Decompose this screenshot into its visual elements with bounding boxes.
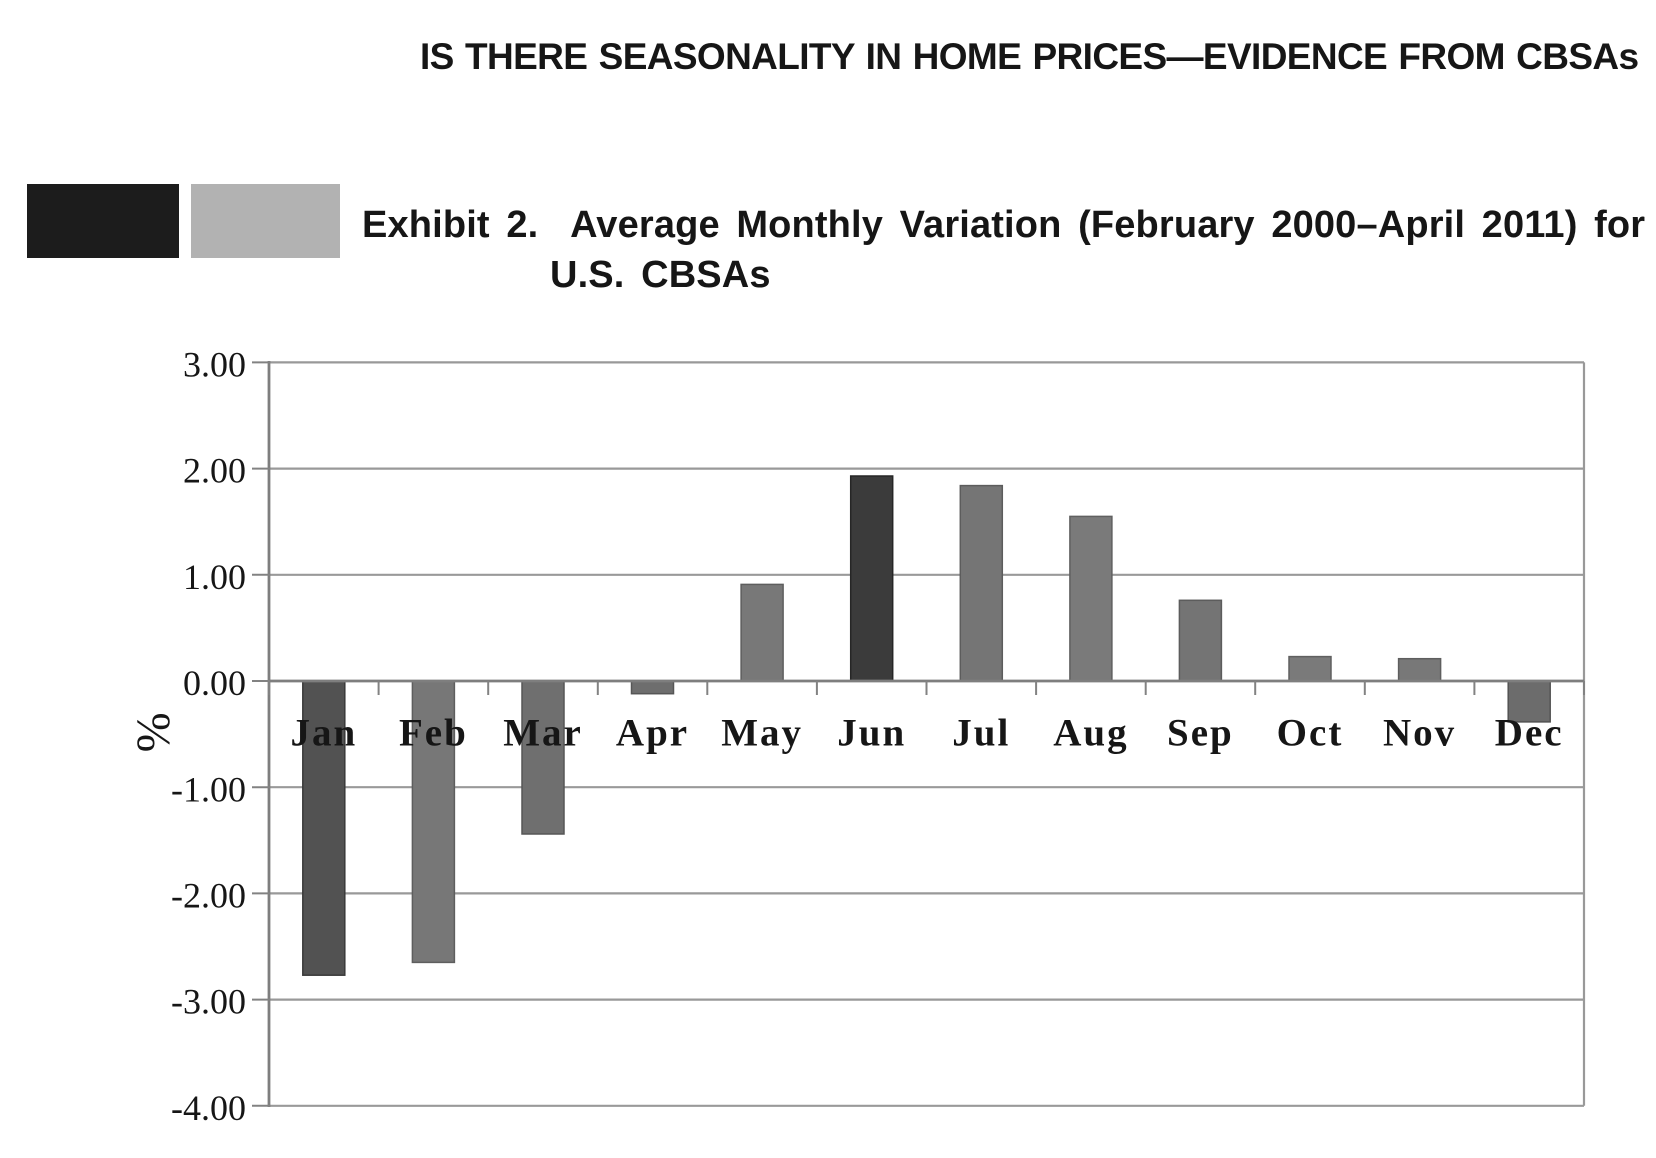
svg-text:-2.00: -2.00 (171, 876, 246, 916)
svg-text:Feb: Feb (399, 712, 468, 755)
svg-text:Aug: Aug (1053, 712, 1128, 755)
svg-text:Apr: Apr (616, 712, 689, 755)
svg-text:May: May (721, 712, 803, 755)
svg-text:-1.00: -1.00 (171, 769, 246, 809)
svg-text:Jun: Jun (837, 712, 906, 755)
svg-text:0.00: 0.00 (183, 663, 246, 703)
svg-text:Dec: Dec (1495, 712, 1564, 755)
svg-text:Nov: Nov (1383, 712, 1456, 755)
svg-text:Oct: Oct (1277, 712, 1344, 755)
svg-text:-4.00: -4.00 (171, 1088, 246, 1128)
svg-text:2.00: 2.00 (183, 451, 246, 491)
svg-text:Mar: Mar (503, 712, 583, 755)
svg-text:-3.00: -3.00 (171, 982, 246, 1022)
svg-text:Sep: Sep (1167, 712, 1234, 755)
svg-text:1.00: 1.00 (183, 557, 246, 597)
svg-text:Jan: Jan (290, 712, 357, 755)
svg-text:%: % (127, 712, 180, 752)
svg-text:Jul: Jul (952, 712, 1010, 755)
svg-text:3.00: 3.00 (183, 345, 246, 385)
